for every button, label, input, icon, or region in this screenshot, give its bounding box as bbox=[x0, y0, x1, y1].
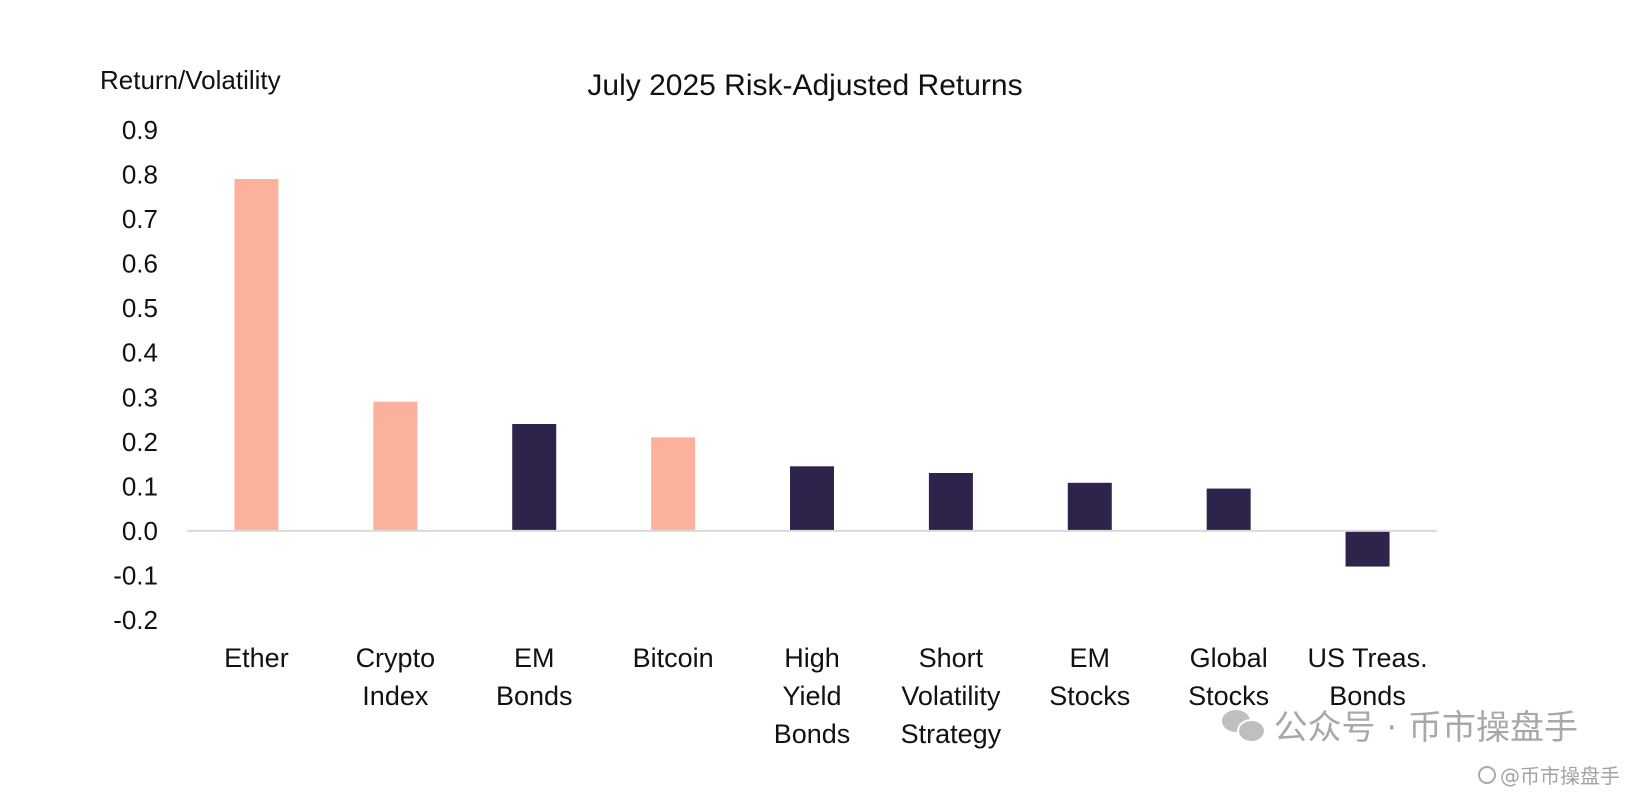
x-category-label: Global Stocks bbox=[1188, 643, 1269, 711]
y-tick-label: 0.5 bbox=[122, 293, 158, 323]
bar bbox=[790, 466, 834, 531]
bar bbox=[373, 401, 418, 531]
watermark-small-text: @币市操盘手 bbox=[1500, 764, 1620, 788]
chart-title: July 2025 Risk-Adjusted Returns bbox=[587, 69, 1022, 102]
brand-icon bbox=[1478, 765, 1496, 784]
y-tick-label: -0.2 bbox=[113, 605, 158, 635]
x-category-label: US Treas. Bonds bbox=[1308, 643, 1428, 711]
y-tick-label: 0.1 bbox=[122, 471, 158, 501]
x-category-label: EM Stocks bbox=[1049, 643, 1130, 711]
bars bbox=[234, 179, 1390, 567]
y-tick-label: 0.0 bbox=[122, 516, 158, 546]
x-axis-categories: Ether Crypto Index EM Bonds Bitcoin High Yield B… bbox=[224, 643, 1427, 749]
y-tick-label: 0.7 bbox=[122, 204, 158, 234]
y-tick-label: 0.9 bbox=[122, 115, 158, 145]
bar bbox=[1067, 482, 1112, 531]
bar bbox=[1345, 530, 1390, 567]
y-tick-label: -0.1 bbox=[113, 560, 158, 590]
y-tick-label: 0.8 bbox=[122, 160, 158, 190]
y-tick-label: 0.6 bbox=[122, 249, 158, 279]
x-category-label: Short Volatility Strategy bbox=[901, 643, 1002, 749]
bar bbox=[928, 473, 973, 531]
y-axis-label: Return/Volatility bbox=[100, 65, 281, 95]
bar bbox=[1206, 488, 1251, 531]
y-axis-ticks: 0.9 0.8 0.7 0.6 0.5 0.4 0.3 0.2 0.1 0.0 -0.1 -0.2 bbox=[113, 115, 158, 635]
x-category-label: High Yield Bonds bbox=[774, 643, 851, 749]
x-category-label: Bitcoin bbox=[633, 643, 714, 673]
y-tick-label: 0.3 bbox=[122, 382, 158, 412]
bar bbox=[512, 424, 557, 531]
watermark-text: 公众号 · 币市操盘手 bbox=[1273, 708, 1578, 748]
watermark: 公众号 · 币市操盘手 bbox=[1221, 700, 1578, 749]
y-tick-label: 0.2 bbox=[122, 427, 158, 457]
x-category-label: Ether bbox=[224, 643, 289, 673]
bar bbox=[234, 179, 279, 531]
watermark-small: @币市操盘手 bbox=[1478, 760, 1620, 789]
y-tick-label: 0.4 bbox=[122, 338, 158, 368]
x-category-label: Crypto Index bbox=[356, 643, 436, 711]
bar bbox=[651, 437, 696, 531]
wechat-icon bbox=[1221, 708, 1266, 743]
x-category-label: EM Bonds bbox=[496, 643, 573, 711]
